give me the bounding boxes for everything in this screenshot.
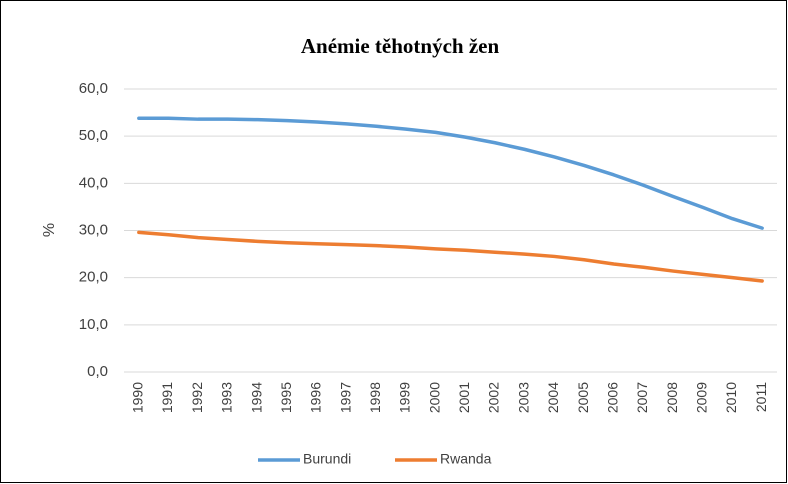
y-tick-label: 40,0: [79, 174, 108, 191]
chart-title: Anémie těhotných žen: [301, 34, 500, 58]
x-tick-label: 2003: [515, 382, 531, 413]
x-tick-label: 1991: [159, 382, 175, 413]
x-tick-label: 2001: [456, 382, 472, 413]
x-tick-label: 1990: [130, 382, 146, 413]
x-tick-label: 2011: [753, 382, 769, 412]
x-tick-label: 1995: [278, 382, 294, 413]
x-tick-label: 1996: [308, 382, 324, 413]
x-tick-label: 1998: [367, 382, 383, 413]
x-tick-label: 2008: [664, 382, 680, 413]
x-tick-label: 1992: [189, 382, 205, 413]
x-tick-label: 2010: [723, 382, 739, 413]
data-line: [137, 230, 764, 283]
x-tick-label: 2006: [604, 382, 620, 413]
x-tick-label: 1994: [248, 382, 264, 413]
x-tick-label: 1993: [219, 382, 235, 413]
y-tick-label: 20,0: [79, 269, 108, 286]
x-tick-label: 2007: [634, 382, 650, 413]
x-tick-label: 2004: [545, 382, 561, 413]
legend-label: Burundi: [303, 451, 351, 467]
x-tick-label: 2009: [693, 382, 709, 413]
x-tick-label: 2005: [575, 382, 591, 413]
x-tick-label: 1997: [337, 382, 353, 413]
y-axis-label: %: [41, 223, 58, 237]
x-tick-label: 2002: [486, 382, 502, 413]
legend-label: Rwanda: [440, 451, 492, 467]
y-tick-label: 0,0: [87, 363, 108, 380]
y-tick-label: 60,0: [79, 80, 108, 97]
y-tick-label: 10,0: [79, 316, 108, 333]
y-tick-label: 50,0: [79, 127, 108, 144]
y-tick-label: 30,0: [79, 221, 108, 238]
x-tick-label: 2000: [426, 382, 442, 413]
data-line: [137, 116, 764, 230]
x-tick-label: 1999: [397, 382, 413, 413]
